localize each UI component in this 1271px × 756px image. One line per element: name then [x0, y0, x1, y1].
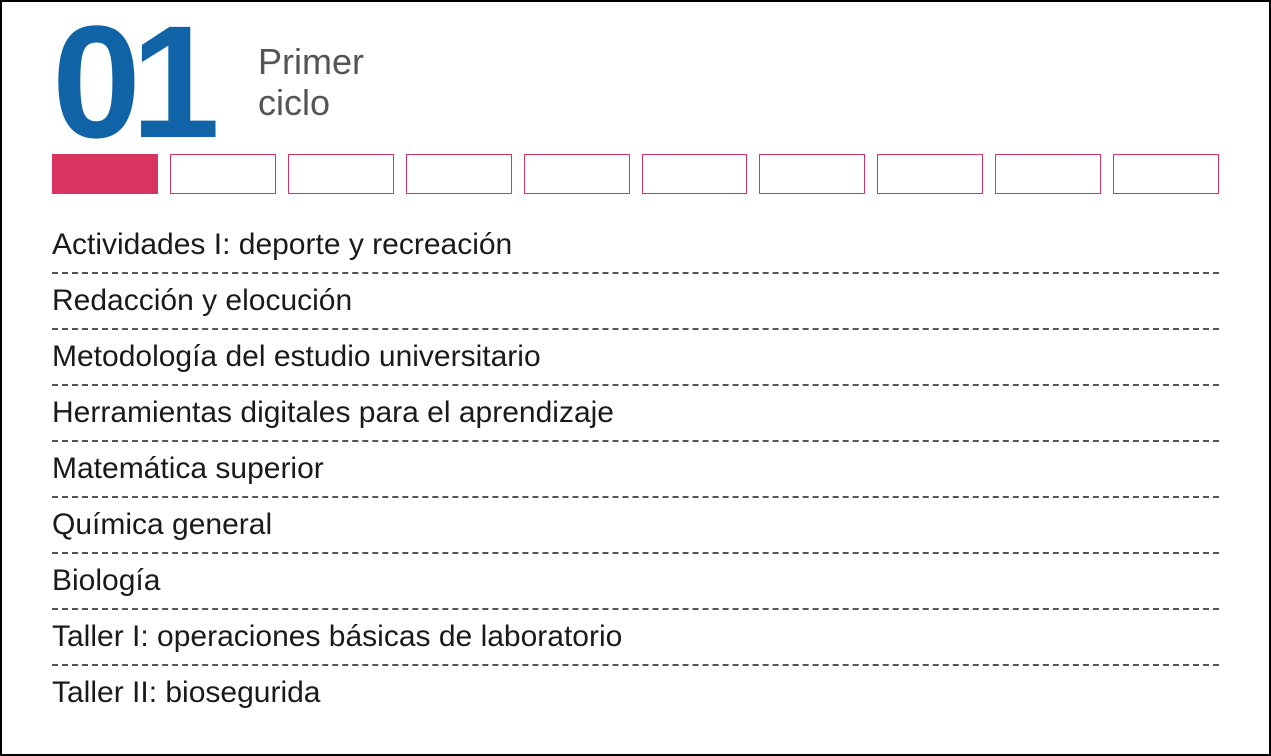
course-item: Actividades I: deporte y recreación — [52, 218, 1219, 274]
cycle-title-line2: ciclo — [258, 82, 364, 123]
course-list: Actividades I: deporte y recreación Reda… — [52, 218, 1219, 720]
course-item: Matemática superior — [52, 442, 1219, 498]
cycle-card: 01 Primer ciclo Actividades I: deporte y… — [0, 0, 1271, 756]
course-item: Química general — [52, 498, 1219, 554]
progress-cell-9 — [995, 154, 1101, 194]
progress-indicator — [52, 154, 1219, 194]
cycle-title-line1: Primer — [258, 41, 364, 82]
card-header: 01 Primer ciclo — [52, 22, 1219, 142]
course-item: Taller I: operaciones básicas de laborat… — [52, 610, 1219, 666]
cycle-number: 01 — [52, 22, 210, 142]
progress-cell-10 — [1113, 154, 1219, 194]
progress-cell-6 — [642, 154, 748, 194]
progress-cell-2 — [170, 154, 276, 194]
course-item: Herramientas digitales para el aprendiza… — [52, 386, 1219, 442]
progress-cell-3 — [288, 154, 394, 194]
progress-cell-8 — [877, 154, 983, 194]
course-item: Redacción y elocución — [52, 274, 1219, 330]
course-item: Taller II: biosegurida — [52, 666, 1219, 720]
course-item: Biología — [52, 554, 1219, 610]
progress-cell-4 — [406, 154, 512, 194]
progress-cell-7 — [759, 154, 865, 194]
progress-cell-1 — [52, 154, 158, 194]
course-item: Metodología del estudio universitario — [52, 330, 1219, 386]
progress-cell-5 — [524, 154, 630, 194]
cycle-title: Primer ciclo — [258, 41, 364, 124]
